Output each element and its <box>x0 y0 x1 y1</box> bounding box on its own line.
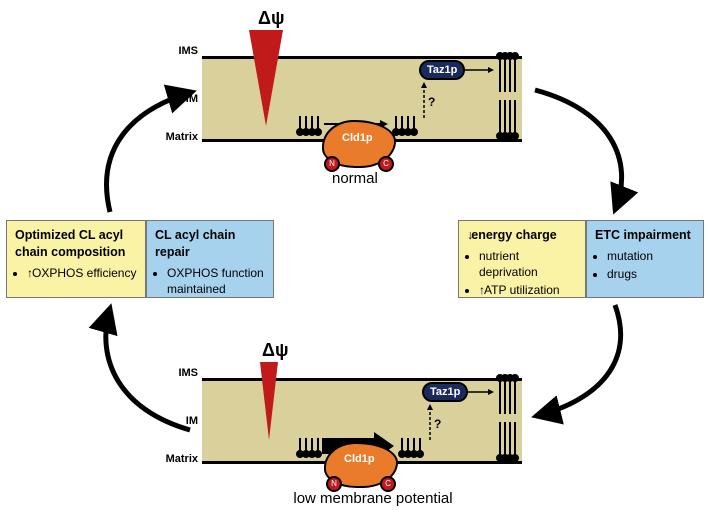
diagram-stage: IMS IM Matrix Δψ ? <box>0 0 712 518</box>
cycle-arrows <box>0 0 712 518</box>
